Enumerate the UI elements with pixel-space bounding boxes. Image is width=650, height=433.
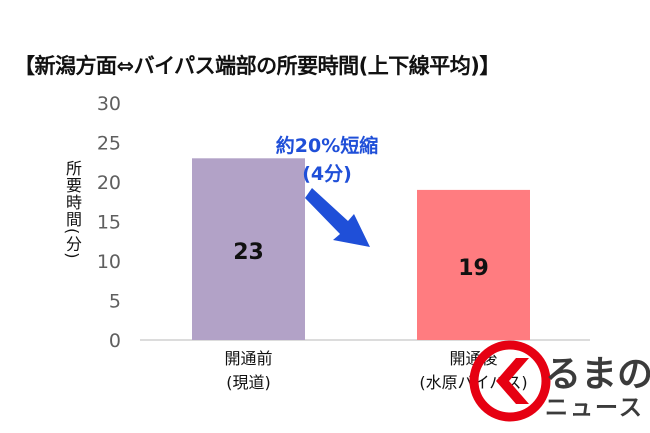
bar-1	[192, 158, 305, 340]
y-tick-label: 30	[97, 93, 121, 115]
x-category-label: (現道)	[226, 373, 271, 392]
kuruma-news-logo	[469, 340, 551, 422]
y-axis-label: 所要時間(分)	[63, 160, 82, 260]
bar-value-label: 23	[233, 240, 264, 265]
y-tick-label: 20	[97, 172, 121, 194]
reduction-arrow-icon	[305, 188, 370, 247]
bar-2	[417, 189, 530, 340]
watermark-text-top: るまの	[545, 354, 650, 395]
watermark-text-bottom: ニュース	[545, 395, 644, 421]
y-tick-label: 10	[97, 251, 121, 273]
reduction-annotation: 約20%短縮	[276, 134, 378, 157]
chart-title: 【新潟方面⇔バイパス端部の所要時間(上下線平均)】	[14, 54, 500, 78]
y-tick-label: 0	[109, 330, 121, 352]
x-category-label: 開通前	[224, 349, 272, 368]
reduction-minutes-annotation: (4分)	[302, 163, 352, 185]
y-tick-label: 15	[97, 212, 121, 234]
bar-value-label: 19	[458, 256, 489, 281]
y-tick-label: 5	[109, 291, 121, 313]
y-tick-label: 25	[97, 133, 121, 155]
